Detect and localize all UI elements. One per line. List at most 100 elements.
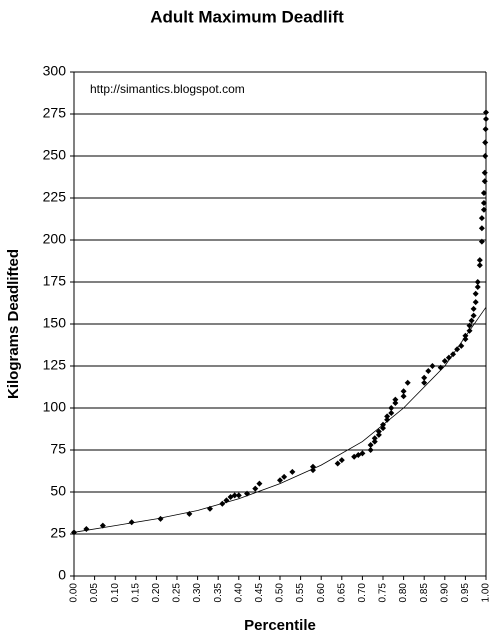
point <box>478 225 485 232</box>
point <box>388 405 395 411</box>
point <box>483 109 489 116</box>
point <box>482 126 489 133</box>
y-tick-label: 300 <box>43 63 67 79</box>
point <box>482 139 489 146</box>
y-tick-label: 250 <box>43 147 67 163</box>
y-tick-label: 0 <box>58 567 66 583</box>
point <box>223 497 230 504</box>
point <box>458 342 465 349</box>
point <box>474 284 481 291</box>
x-tick-label: 0.25 <box>172 583 183 603</box>
point <box>392 396 399 403</box>
chart-title: Adult Maximum Deadlift <box>150 7 344 26</box>
point <box>462 332 469 339</box>
x-tick-label: 0.90 <box>439 583 450 603</box>
point <box>206 505 213 512</box>
point <box>468 317 475 324</box>
point <box>466 327 473 334</box>
point <box>334 460 341 467</box>
y-tick-label: 175 <box>43 273 67 289</box>
point <box>481 169 488 176</box>
x-tick-label: 0.05 <box>89 583 100 603</box>
y-tick-label: 150 <box>43 315 67 331</box>
point <box>244 490 251 497</box>
x-tick-label: 0.65 <box>336 583 347 603</box>
point <box>252 485 259 492</box>
point <box>83 525 90 532</box>
point <box>231 492 238 499</box>
x-tick-label: 1.00 <box>481 583 492 603</box>
point <box>256 480 263 487</box>
x-tick-label: 0.50 <box>275 583 286 603</box>
x-tick-label: 0.55 <box>295 583 306 603</box>
point <box>400 393 407 400</box>
y-axis-label: Kilograms Deadlifted <box>5 249 22 399</box>
point <box>466 322 473 329</box>
point <box>277 477 283 484</box>
point <box>476 262 483 269</box>
point <box>375 431 382 438</box>
point <box>281 473 288 480</box>
point <box>338 457 345 464</box>
point <box>367 441 374 448</box>
point <box>375 428 382 435</box>
point <box>128 519 135 526</box>
point <box>480 200 487 207</box>
point <box>186 510 193 517</box>
point <box>480 189 487 196</box>
x-tick-label: 0.80 <box>398 583 409 603</box>
x-tick-label: 0.30 <box>192 583 203 603</box>
y-tick-label: 275 <box>43 105 67 121</box>
point <box>421 374 428 381</box>
point <box>472 290 479 297</box>
point <box>421 379 428 386</box>
x-tick-label: 0.10 <box>110 583 121 603</box>
x-tick-label: 0.00 <box>69 583 80 603</box>
x-tick-label: 0.20 <box>151 583 162 603</box>
x-tick-label: 0.60 <box>316 583 327 603</box>
point <box>478 215 485 222</box>
x-tick-label: 0.85 <box>419 583 430 603</box>
point <box>445 354 452 361</box>
point <box>400 388 407 395</box>
y-tick-label: 75 <box>50 441 66 457</box>
y-tick-label: 100 <box>43 399 67 415</box>
point <box>71 529 77 536</box>
y-tick-label: 225 <box>43 189 67 205</box>
point <box>380 421 386 428</box>
point <box>454 346 461 353</box>
point <box>371 438 378 445</box>
point <box>481 178 488 185</box>
point <box>235 492 242 499</box>
point <box>470 312 477 319</box>
point <box>384 413 391 420</box>
y-tick-label: 200 <box>43 231 67 247</box>
point <box>462 336 469 343</box>
point <box>472 299 479 306</box>
point <box>309 467 316 474</box>
x-tick-label: 0.15 <box>130 583 141 603</box>
point <box>359 450 366 457</box>
y-tick-label: 50 <box>50 483 66 499</box>
y-tick-label: 25 <box>50 525 66 541</box>
point <box>380 425 386 432</box>
point <box>388 410 395 417</box>
point <box>384 416 391 423</box>
point <box>437 364 444 371</box>
annotation: http://simantics.blogspot.com <box>90 82 245 96</box>
point <box>371 435 378 442</box>
point <box>392 399 399 406</box>
point <box>157 515 164 522</box>
point <box>309 463 316 470</box>
y-tick-label: 125 <box>43 357 67 373</box>
point <box>470 305 477 312</box>
point <box>367 447 374 453</box>
point <box>476 257 483 264</box>
x-tick-label: 0.95 <box>460 583 471 603</box>
point <box>474 279 481 285</box>
x-tick-label: 0.35 <box>213 583 224 603</box>
x-tick-label: 0.70 <box>357 583 368 603</box>
x-tick-label: 0.45 <box>254 583 265 603</box>
